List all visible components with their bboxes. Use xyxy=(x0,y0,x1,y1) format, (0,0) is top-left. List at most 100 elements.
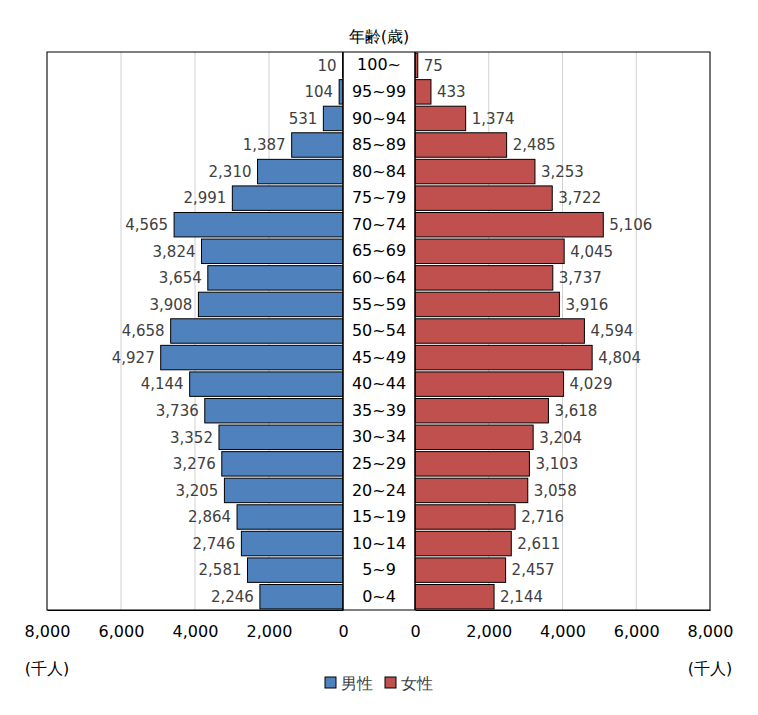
bar xyxy=(323,106,343,130)
tick: 0 xyxy=(410,610,420,641)
bar xyxy=(208,266,343,290)
data-label: 4,045 xyxy=(570,243,613,261)
category-label: 90~94 xyxy=(352,109,406,128)
data-label: 4,029 xyxy=(570,375,613,393)
tick: 8,000 xyxy=(688,610,734,641)
category-label: 15~19 xyxy=(352,507,406,526)
axis-label: (千人) xyxy=(688,659,732,678)
axis-line xyxy=(416,610,711,611)
tick: 65~69 xyxy=(352,241,406,260)
data-label: 3,103 xyxy=(535,455,578,473)
bar xyxy=(415,159,535,183)
bar xyxy=(174,212,343,236)
tick: 50~54 xyxy=(352,321,406,340)
tick-label: 8,000 xyxy=(25,622,71,641)
bar xyxy=(415,398,548,422)
bar xyxy=(248,558,343,582)
data-label: 2,485 xyxy=(513,136,556,154)
data-label: 2,611 xyxy=(517,535,560,553)
legend-label: 男性 xyxy=(341,674,373,693)
tick: 6,000 xyxy=(99,610,145,641)
data-label: 2,310 xyxy=(209,163,252,181)
x-axis: 02,0004,0006,0008,000 xyxy=(410,610,733,641)
category-label: 80~84 xyxy=(352,162,406,181)
bar xyxy=(260,584,343,608)
tick: 4,000 xyxy=(173,610,219,641)
tick: 70~74 xyxy=(352,215,406,234)
tick: 80~84 xyxy=(352,162,406,181)
tick: 30~34 xyxy=(352,427,406,446)
bar xyxy=(415,212,603,236)
bar xyxy=(258,159,343,183)
tick: 10~14 xyxy=(352,534,406,553)
data-label: 3,058 xyxy=(534,482,577,500)
data-label: 2,144 xyxy=(500,588,543,606)
data-label: 2,716 xyxy=(521,508,564,526)
data-label: 75 xyxy=(424,57,443,75)
tick-label: 4,000 xyxy=(540,622,586,641)
data-labels: 101045311,3872,3102,9914,5653,8243,6543,… xyxy=(112,57,337,606)
data-label: 3,618 xyxy=(554,402,597,420)
data-label: 2,991 xyxy=(183,189,226,207)
legend-label: 女性 xyxy=(401,674,433,693)
tick: 60~64 xyxy=(352,268,406,287)
category-label: 20~24 xyxy=(352,481,406,500)
bar xyxy=(415,505,515,529)
data-label: 4,565 xyxy=(125,216,168,234)
data-label: 3,654 xyxy=(159,269,202,287)
bar xyxy=(224,478,343,502)
category-label: 95~99 xyxy=(352,82,406,101)
data-label: 3,253 xyxy=(541,163,584,181)
bar xyxy=(415,372,564,396)
data-label: 4,927 xyxy=(112,349,155,367)
legend-swatch xyxy=(325,677,336,688)
tick: 0 xyxy=(338,610,348,641)
bar xyxy=(190,372,343,396)
category-label: 25~29 xyxy=(352,454,406,473)
bar xyxy=(415,106,466,130)
bar xyxy=(415,239,564,263)
bar xyxy=(415,558,506,582)
tick-label: 0 xyxy=(410,622,420,641)
data-label: 4,658 xyxy=(122,322,165,340)
tick: 4,000 xyxy=(540,610,586,641)
tick: 85~89 xyxy=(352,135,406,154)
data-label: 3,916 xyxy=(565,296,608,314)
bar xyxy=(415,186,552,210)
tick: 8,000 xyxy=(25,610,71,641)
data-label: 2,746 xyxy=(192,535,235,553)
data-label: 531 xyxy=(289,110,318,128)
grid-line xyxy=(343,52,344,610)
bar xyxy=(415,531,511,555)
data-label: 2,581 xyxy=(199,561,242,579)
category-label: 10~14 xyxy=(352,534,406,553)
bars xyxy=(415,53,603,609)
tick: 90~94 xyxy=(352,109,406,128)
bar xyxy=(232,186,343,210)
category-label: 100~ xyxy=(357,55,401,74)
tick: 40~44 xyxy=(352,374,406,393)
axis-label: (千人) xyxy=(25,659,69,678)
category-label: 75~79 xyxy=(352,188,406,207)
tick: 95~99 xyxy=(352,82,406,101)
tick-label: 4,000 xyxy=(173,622,219,641)
bar xyxy=(202,239,343,263)
data-label: 4,804 xyxy=(598,349,641,367)
tick-label: 6,000 xyxy=(99,622,145,641)
bar xyxy=(415,452,529,476)
data-label: 3,737 xyxy=(559,269,602,287)
tick: 2,000 xyxy=(247,610,293,641)
chart: 101045311,3872,3102,9914,5653,8243,6543,… xyxy=(0,0,758,715)
bar xyxy=(222,452,343,476)
zero-line xyxy=(414,52,416,610)
grid-line xyxy=(415,52,416,610)
bar xyxy=(237,505,343,529)
category-label: 5~9 xyxy=(362,560,396,579)
data-label: 4,144 xyxy=(141,375,184,393)
bar xyxy=(415,584,494,608)
bar xyxy=(198,292,343,316)
category-label: 0~4 xyxy=(362,587,396,606)
data-label: 4,594 xyxy=(590,322,633,340)
bar xyxy=(415,80,431,104)
tick-label: 2,000 xyxy=(466,622,512,641)
